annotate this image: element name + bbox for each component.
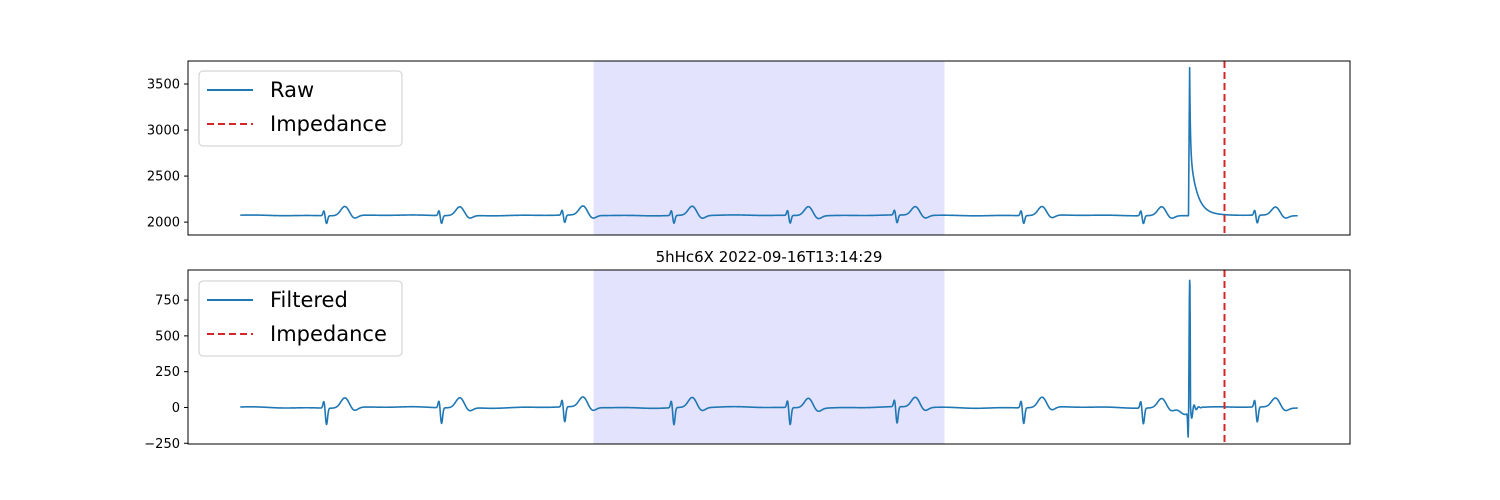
- impedance-legend-label-top: Impedance: [270, 112, 387, 136]
- raw-plot-frame: [187, 60, 1351, 236]
- filtered-legend-label: Filtered: [270, 288, 348, 312]
- filtered-series-line: [239, 279, 1299, 438]
- filtered-ytick-label: 0: [172, 401, 180, 416]
- filtered-ytick-label: 750: [155, 294, 180, 309]
- chart-title: 5hHc6X 2022-09-16T13:14:29: [656, 248, 883, 266]
- filtered-legend: Filtered Impedance: [198, 280, 403, 357]
- raw-series-line: [239, 66, 1299, 225]
- raw-panel: 2000 2500 3000 3500 Raw Impedance: [147, 60, 1351, 236]
- filtered-highlight-span: [593, 270, 945, 444]
- raw-legend: Raw Impedance: [198, 70, 403, 147]
- filtered-plot-frame: [187, 269, 1351, 445]
- raw-ytick-label: 3000: [147, 124, 180, 139]
- filtered-ytick-label: 500: [155, 329, 180, 344]
- filtered-panel: −250 0 250 500 750 Filtered Impedance: [144, 269, 1351, 452]
- raw-ytick-label: 3500: [147, 78, 180, 93]
- raw-highlight-span: [593, 61, 945, 235]
- impedance-legend-label-bottom: Impedance: [270, 322, 387, 346]
- raw-legend-label: Raw: [270, 78, 314, 102]
- raw-ytick-label: 2000: [147, 216, 180, 231]
- filtered-ytick-label: 250: [155, 365, 180, 380]
- raw-ytick-label: 2500: [147, 170, 180, 185]
- filtered-ytick-label: −250: [144, 437, 180, 452]
